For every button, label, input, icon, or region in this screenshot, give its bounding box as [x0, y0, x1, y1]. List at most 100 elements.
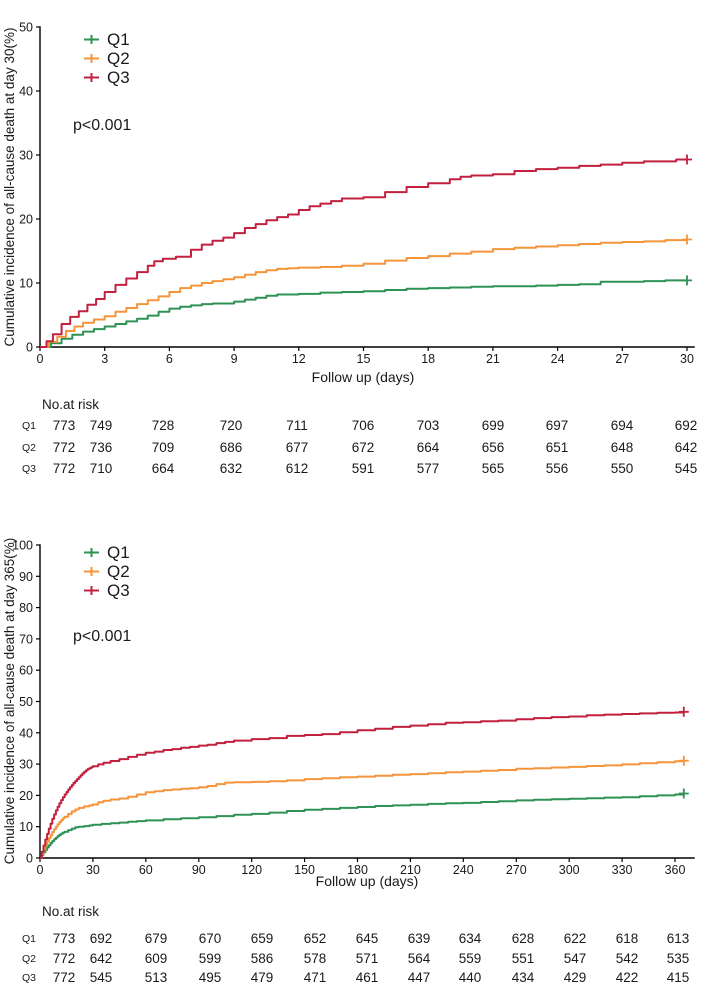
x-tick-label: 90	[192, 863, 206, 877]
x-tick-label: 21	[486, 352, 500, 366]
risk-value: 639	[408, 931, 431, 946]
risk-value: 711	[286, 418, 308, 433]
risk-value: 692	[675, 418, 698, 433]
x-tick-label: 9	[231, 352, 238, 366]
x-tick-label: 240	[453, 863, 474, 877]
x-tick-label: 150	[294, 863, 315, 877]
x-tick-label: 300	[559, 863, 580, 877]
risk-value: 578	[304, 951, 327, 966]
risk-value: 686	[220, 440, 243, 455]
risk-value: 697	[546, 418, 569, 433]
risk-value: 694	[611, 418, 634, 433]
risk-value: 656	[482, 440, 505, 455]
risk-value: 710	[90, 461, 113, 476]
x-tick-label: 30	[86, 863, 100, 877]
risk-value: 642	[675, 440, 698, 455]
risk-value: 677	[286, 440, 309, 455]
risk-value: 461	[356, 970, 379, 985]
risk-value: 586	[251, 951, 274, 966]
risk-value: 429	[564, 970, 587, 985]
risk-value: 559	[459, 951, 482, 966]
censor-mark-q3	[682, 154, 692, 165]
y-tick-label: 0	[26, 852, 33, 866]
risk-value: 556	[546, 461, 569, 476]
x-tick-label: 180	[347, 863, 368, 877]
censor-mark-q2	[682, 234, 692, 245]
risk-value: 703	[417, 418, 440, 433]
risk-value: 613	[667, 931, 690, 946]
panel-day365: Cumulative incidence of all-cause death …	[2, 538, 695, 985]
risk-value: 772	[53, 970, 76, 985]
legend-marker-q2	[84, 54, 99, 63]
x-tick-label: 6	[166, 352, 173, 366]
p-value-day365: p<0.001	[73, 628, 131, 645]
y-tick-label: 10	[19, 820, 33, 834]
x-tick-label: 12	[292, 352, 306, 366]
legend-label-q3: Q3	[107, 68, 130, 87]
legend-marker-q2	[84, 567, 99, 576]
curve-q1	[40, 279, 687, 348]
risk-value: 565	[482, 461, 505, 476]
risk-value: 699	[482, 418, 505, 433]
x-axis-label-day30: Follow up (days)	[312, 369, 415, 385]
risk-value: 609	[145, 951, 168, 966]
risk-value: 550	[611, 461, 634, 476]
risk-value: 440	[459, 970, 482, 985]
risk-value: 591	[352, 461, 375, 476]
y-tick-label: 50	[19, 21, 33, 35]
y-tick-label: 80	[19, 601, 33, 615]
axis-lines	[39, 26, 695, 348]
risk-value: 577	[417, 461, 440, 476]
risk-value: 612	[286, 461, 309, 476]
risk-value: 652	[304, 931, 327, 946]
y-tick-label: 10	[19, 277, 33, 291]
y-tick-label: 60	[19, 664, 33, 678]
risk-value: 645	[356, 931, 379, 946]
legend-label-q2: Q2	[107, 562, 130, 581]
risk-value: 547	[564, 951, 587, 966]
risk-value: 535	[667, 951, 690, 966]
risk-value: 659	[251, 931, 274, 946]
risk-value: 545	[90, 970, 113, 985]
risk-value: 728	[152, 418, 175, 433]
censor-mark-q3	[678, 706, 689, 717]
x-tick-label: 210	[400, 863, 421, 877]
risk-value: 571	[356, 951, 379, 966]
risk-value: 648	[611, 440, 634, 455]
x-tick-label: 360	[665, 863, 686, 877]
x-tick-label: 24	[551, 352, 565, 366]
risk-value: 773	[53, 418, 76, 433]
risk-row-name-q2: Q2	[22, 442, 36, 454]
legend-label-q3: Q3	[107, 581, 130, 600]
risk-row-name-q1: Q1	[22, 933, 36, 945]
risk-value: 720	[220, 418, 243, 433]
y-tick-label: 0	[26, 341, 33, 355]
censor-mark-q2	[678, 755, 689, 766]
censor-mark-q1	[678, 788, 689, 799]
risk-value: 564	[408, 951, 431, 966]
risk-row-name-q2: Q2	[22, 953, 36, 965]
x-tick-label: 27	[615, 352, 629, 366]
risk-value: 706	[352, 418, 375, 433]
risk-value: 772	[53, 440, 76, 455]
risk-value: 773	[53, 931, 76, 946]
risk-value: 634	[459, 931, 482, 946]
x-tick-label: 330	[612, 863, 633, 877]
legend-marker-q1	[84, 548, 99, 557]
panel-day30: Cumulative incidence of all-cause death …	[2, 21, 697, 477]
y-tick-label: 30	[19, 149, 33, 163]
risk-value: 513	[145, 970, 168, 985]
legend-marker-q3	[84, 586, 99, 595]
risk-value: 670	[199, 931, 222, 946]
risk-value: 749	[90, 418, 113, 433]
risk-value: 772	[53, 951, 76, 966]
risk-value: 434	[512, 970, 535, 985]
risk-row-name-q3: Q3	[22, 972, 36, 984]
risk-table-title-day30: No.at risk	[42, 397, 99, 412]
p-value-day30: p<0.001	[73, 117, 131, 134]
risk-value: 495	[199, 970, 222, 985]
axis-lines	[39, 544, 695, 859]
risk-row-name-q1: Q1	[22, 420, 36, 432]
